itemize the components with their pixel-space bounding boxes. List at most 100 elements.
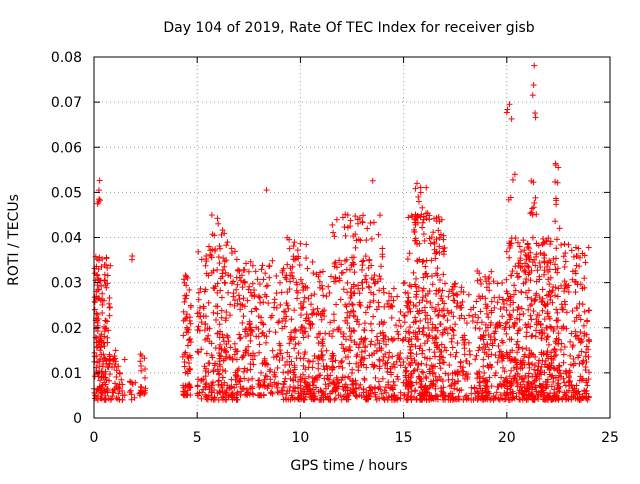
data-point: [507, 272, 514, 279]
data-point: [329, 358, 336, 365]
data-point: [441, 344, 448, 351]
data-point: [453, 349, 460, 356]
data-point: [231, 248, 238, 255]
data-point: [257, 382, 264, 389]
data-point: [295, 350, 302, 357]
data-point: [182, 295, 189, 302]
data-point: [420, 325, 427, 332]
data-point: [532, 109, 539, 116]
data-point: [361, 344, 368, 351]
data-point: [185, 382, 192, 389]
data-point: [263, 373, 270, 380]
data-point: [230, 293, 237, 300]
data-point: [381, 303, 388, 310]
data-point: [523, 329, 530, 336]
data-point: [261, 357, 268, 364]
data-point: [229, 394, 236, 401]
data-point: [95, 266, 102, 273]
data-point: [442, 370, 449, 377]
data-point: [233, 348, 240, 355]
data-point: [372, 341, 379, 348]
data-point: [445, 293, 452, 300]
data-point: [237, 277, 244, 284]
data-point: [242, 347, 249, 354]
data-point: [435, 311, 442, 318]
data-point: [259, 360, 266, 367]
data-point: [106, 300, 113, 307]
data-point: [96, 196, 103, 203]
data-point: [503, 307, 510, 314]
data-point: [198, 395, 205, 402]
data-point: [104, 280, 111, 287]
data-point: [228, 383, 235, 390]
data-point: [111, 380, 118, 387]
data-point: [330, 229, 337, 236]
data-point: [101, 354, 108, 361]
data-point: [233, 286, 240, 293]
data-point: [102, 381, 109, 388]
data-point: [244, 297, 251, 304]
data-point: [457, 305, 464, 312]
data-point: [276, 279, 283, 286]
data-point: [581, 275, 588, 282]
data-point: [539, 286, 546, 293]
data-point: [269, 312, 276, 319]
data-point: [277, 350, 284, 357]
data-point: [357, 302, 364, 309]
data-point: [319, 285, 326, 292]
data-point: [97, 377, 104, 384]
data-point: [340, 345, 347, 352]
data-point: [530, 307, 537, 314]
data-point: [187, 335, 194, 342]
data-point: [561, 240, 568, 247]
data-point: [338, 396, 345, 403]
data-point: [202, 373, 209, 380]
data-point: [233, 373, 240, 380]
data-point: [256, 294, 263, 301]
data-point: [94, 343, 101, 350]
data-point: [381, 395, 388, 402]
data-point: [263, 283, 270, 290]
data-point: [220, 393, 227, 400]
data-point: [218, 294, 225, 301]
data-point: [560, 253, 567, 260]
data-point: [529, 234, 536, 241]
data-point: [494, 359, 501, 366]
data-point: [406, 250, 413, 257]
data-point: [93, 335, 100, 342]
data-point: [236, 296, 243, 303]
y-tick-label: 0.01: [51, 366, 82, 382]
data-point: [220, 255, 227, 262]
data-point: [472, 325, 479, 332]
data-point: [219, 374, 226, 381]
data-point: [553, 245, 560, 252]
data-point: [260, 378, 267, 385]
data-point: [104, 334, 111, 341]
data-point: [562, 250, 569, 257]
data-point: [241, 303, 248, 310]
data-point: [321, 375, 328, 382]
data-point: [385, 336, 392, 343]
data-point: [224, 239, 231, 246]
data-point: [472, 356, 479, 363]
data-point: [211, 285, 218, 292]
data-point: [265, 300, 272, 307]
data-point: [340, 286, 347, 293]
data-point: [252, 268, 259, 275]
data-point: [565, 241, 572, 248]
data-point: [275, 319, 282, 326]
data-point: [205, 299, 212, 306]
data-point: [102, 396, 109, 403]
data-point: [326, 289, 333, 296]
data-point: [93, 344, 100, 351]
data-point: [247, 289, 254, 296]
data-point: [330, 327, 337, 334]
data-point: [300, 334, 307, 341]
data-point: [241, 328, 248, 335]
points-layer: [91, 62, 593, 403]
data-point: [332, 274, 339, 281]
y-tick-label: 0.04: [51, 231, 82, 247]
data-point: [252, 305, 259, 312]
data-point: [100, 373, 107, 380]
data-point: [114, 396, 121, 403]
